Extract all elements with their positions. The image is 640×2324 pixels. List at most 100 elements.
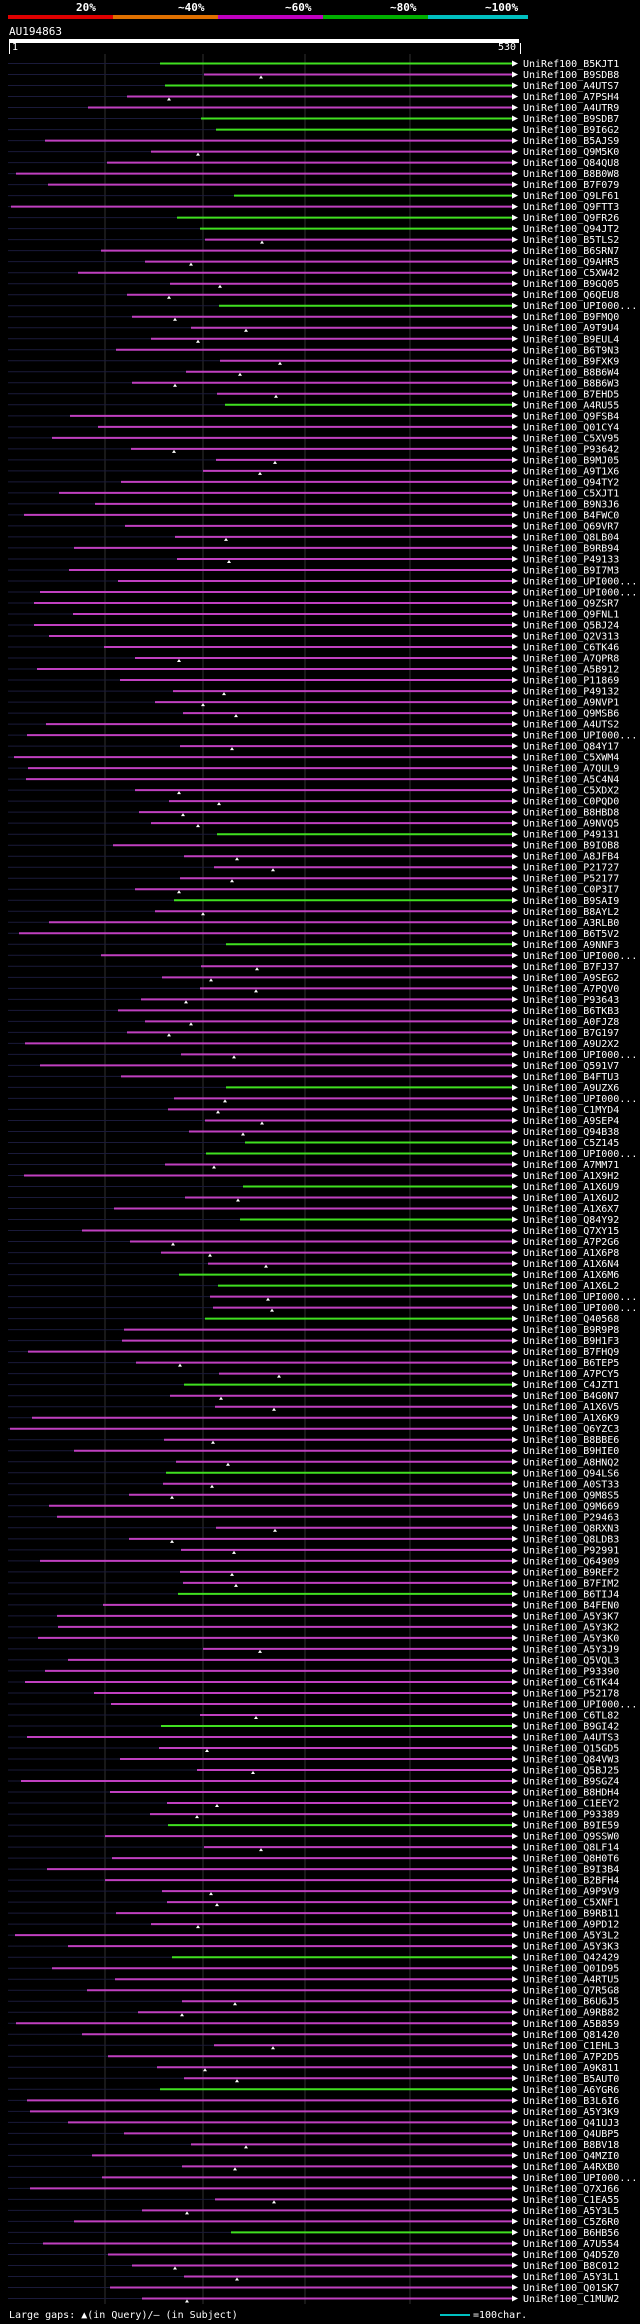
hit-label[interactable]: UniRef100_B9GI42 <box>523 1721 619 1732</box>
hit-row[interactable]: UniRef100_A4RU55 <box>8 400 619 411</box>
hit-label[interactable]: UniRef100_A7PQV0 <box>523 984 619 995</box>
hit-row[interactable]: UniRef100_UPI000... <box>8 1050 637 1061</box>
hit-row[interactable]: UniRef100_P11869 <box>8 676 619 687</box>
hit-row[interactable]: UniRef100_UPI000... <box>8 951 637 962</box>
hit-label[interactable]: UniRef100_B5TLS2 <box>523 235 619 246</box>
hit-row[interactable]: UniRef100_A1X6P8 <box>8 1248 619 1259</box>
hit-label[interactable]: UniRef100_B9RB11 <box>523 1909 619 1920</box>
hit-label[interactable]: UniRef100_P49132 <box>523 687 619 698</box>
hit-label[interactable]: UniRef100_A1X9H2 <box>523 1171 619 1182</box>
hit-row[interactable]: UniRef100_B9RB94 <box>8 543 619 554</box>
hit-label[interactable]: UniRef100_A7P2D5 <box>523 2052 619 2063</box>
hit-label[interactable]: UniRef100_A5Y3K0 <box>523 1633 619 1644</box>
hit-row[interactable]: UniRef100_B3L6I6 <box>8 2096 619 2107</box>
hit-label[interactable]: UniRef100_A4UTS2 <box>523 720 619 731</box>
hit-row[interactable]: UniRef100_A9T1X6 <box>8 466 619 477</box>
hit-row[interactable]: UniRef100_A9RB82 <box>8 2008 619 2019</box>
hit-row[interactable]: UniRef100_A5B859 <box>8 2019 619 2030</box>
hit-label[interactable]: UniRef100_A1X6L2 <box>523 1281 619 1292</box>
hit-label[interactable]: UniRef100_Q8LB04 <box>523 532 619 543</box>
hit-label[interactable]: UniRef100_B9SGZ4 <box>523 1777 619 1788</box>
hit-row[interactable]: UniRef100_B9SAI9 <box>8 896 619 907</box>
hit-row[interactable]: UniRef100_B9H1F3 <box>8 1336 619 1347</box>
hit-label[interactable]: UniRef100_Q01SK7 <box>523 2283 619 2294</box>
hit-label[interactable]: UniRef100_A8JFB4 <box>523 852 619 863</box>
hit-row[interactable]: UniRef100_B8BBE6 <box>8 1435 619 1446</box>
hit-row[interactable]: UniRef100_B8B6W4 <box>8 367 619 378</box>
hit-label[interactable]: UniRef100_Q6QEU8 <box>523 290 619 301</box>
hit-label[interactable]: UniRef100_Q8LDB3 <box>523 1534 619 1545</box>
hit-row[interactable]: UniRef100_B4FEN0 <box>8 1600 619 1611</box>
hit-row[interactable]: UniRef100_A5Y3L5 <box>8 2206 619 2217</box>
hit-label[interactable]: UniRef100_C6TK46 <box>523 643 619 654</box>
hit-label[interactable]: UniRef100_P52178 <box>523 1688 619 1699</box>
hit-label[interactable]: UniRef100_C5XWM4 <box>523 753 619 764</box>
hit-label[interactable]: UniRef100_A7PSH4 <box>523 92 619 103</box>
hit-row[interactable]: UniRef100_B9GI42 <box>8 1721 619 1732</box>
hit-label[interactable]: UniRef100_A4UTS7 <box>523 81 619 92</box>
hit-label[interactable]: UniRef100_UPI000... <box>523 1699 637 1710</box>
hit-label[interactable]: UniRef100_Q9SSW0 <box>523 1832 619 1843</box>
hit-row[interactable]: UniRef100_C5XWM4 <box>8 753 619 764</box>
hit-label[interactable]: UniRef100_C5XW42 <box>523 268 619 279</box>
hit-row[interactable]: UniRef100_A5Y3J9 <box>8 1644 619 1655</box>
hit-row[interactable]: UniRef100_Q01SK7 <box>8 2283 619 2294</box>
hit-row[interactable]: UniRef100_C5XDX2 <box>8 786 619 797</box>
hit-row[interactable]: UniRef100_Q9LF61 <box>8 191 619 202</box>
hit-row[interactable]: UniRef100_C0P3I7 <box>8 885 619 896</box>
hit-row[interactable]: UniRef100_B8HBD8 <box>8 808 619 819</box>
hit-row[interactable]: UniRef100_C6TK44 <box>8 1677 619 1688</box>
hit-row[interactable]: UniRef100_C5XJT1 <box>8 488 619 499</box>
hit-label[interactable]: UniRef100_A5Y3J9 <box>523 1644 619 1655</box>
hit-label[interactable]: UniRef100_UPI000... <box>523 731 637 742</box>
hit-row[interactable]: UniRef100_A8HNQ2 <box>8 1457 619 1468</box>
hit-label[interactable]: UniRef100_B5AJS9 <box>523 136 619 147</box>
hit-row[interactable]: UniRef100_A1X6V5 <box>8 1402 619 1413</box>
hit-label[interactable]: UniRef100_B8B0W8 <box>523 169 619 180</box>
hit-label[interactable]: UniRef100_Q7R5G8 <box>523 1986 619 1997</box>
hit-label[interactable]: UniRef100_B7G197 <box>523 1028 619 1039</box>
hit-label[interactable]: UniRef100_P92991 <box>523 1545 619 1556</box>
hit-row[interactable]: UniRef100_A9U2X2 <box>8 1039 619 1050</box>
hit-row[interactable]: UniRef100_A7QUL9 <box>8 764 619 775</box>
hit-row[interactable]: UniRef100_A4UTR9 <box>8 103 619 114</box>
hit-label[interactable]: UniRef100_A4UTR9 <box>523 103 619 114</box>
hit-label[interactable]: UniRef100_B9MJ05 <box>523 455 619 466</box>
hit-row[interactable]: UniRef100_UPI000... <box>8 1149 637 1160</box>
hit-row[interactable]: UniRef100_Q9AHR5 <box>8 257 619 268</box>
hit-row[interactable]: UniRef100_A7QPR8 <box>8 654 619 665</box>
hit-row[interactable]: UniRef100_A1X6M6 <box>8 1270 619 1281</box>
hit-label[interactable]: UniRef100_C6TK44 <box>523 1677 619 1688</box>
hit-label[interactable]: UniRef100_Q2V313 <box>523 632 619 643</box>
hit-row[interactable]: UniRef100_A9K811 <box>8 2063 619 2074</box>
hit-row[interactable]: UniRef100_B6SRN7 <box>8 246 619 257</box>
hit-label[interactable]: UniRef100_P93642 <box>523 444 619 455</box>
hit-row[interactable]: UniRef100_A5Y3L2 <box>8 1931 619 1942</box>
hit-label[interactable]: UniRef100_B9IOB8 <box>523 841 619 852</box>
hit-label[interactable]: UniRef100_B7FJ37 <box>523 962 619 973</box>
hit-label[interactable]: UniRef100_A7QUL9 <box>523 764 619 775</box>
hit-label[interactable]: UniRef100_B9FXK9 <box>523 356 619 367</box>
hit-label[interactable]: UniRef100_A5Y3K9 <box>523 2107 619 2118</box>
hit-label[interactable]: UniRef100_B6T9N3 <box>523 345 619 356</box>
hit-row[interactable]: UniRef100_A0ST33 <box>8 1479 619 1490</box>
hit-row[interactable]: UniRef100_P49131 <box>8 830 619 841</box>
hit-row[interactable]: UniRef100_A5Y3L1 <box>8 2272 619 2283</box>
hit-label[interactable]: UniRef100_Q5BJ25 <box>523 1766 619 1777</box>
hit-label[interactable]: UniRef100_UPI000... <box>523 1292 637 1303</box>
hit-label[interactable]: UniRef100_B9R9P8 <box>523 1325 619 1336</box>
hit-label[interactable]: UniRef100_A9NNF3 <box>523 940 619 951</box>
hit-row[interactable]: UniRef100_A9NNF3 <box>8 940 619 951</box>
hit-row[interactable]: UniRef100_B7F079 <box>8 180 619 191</box>
hit-row[interactable]: UniRef100_Q4MZI0 <box>8 2151 619 2162</box>
hit-label[interactable]: UniRef100_Q64909 <box>523 1556 619 1567</box>
hit-row[interactable]: UniRef100_A7P2D5 <box>8 2052 619 2063</box>
hit-label[interactable]: UniRef100_B9SDB7 <box>523 114 619 125</box>
hit-row[interactable]: UniRef100_A4UTS2 <box>8 720 619 731</box>
hit-label[interactable]: UniRef100_B5KJT1 <box>523 59 619 70</box>
hit-label[interactable]: UniRef100_Q8RXN3 <box>523 1523 619 1534</box>
hit-row[interactable]: UniRef100_C5Z145 <box>8 1138 619 1149</box>
hit-label[interactable]: UniRef100_Q5VQL3 <box>523 1655 619 1666</box>
hit-row[interactable]: UniRef100_A7PSH4 <box>8 92 619 103</box>
hit-row[interactable]: UniRef100_Q84Y17 <box>8 742 619 753</box>
